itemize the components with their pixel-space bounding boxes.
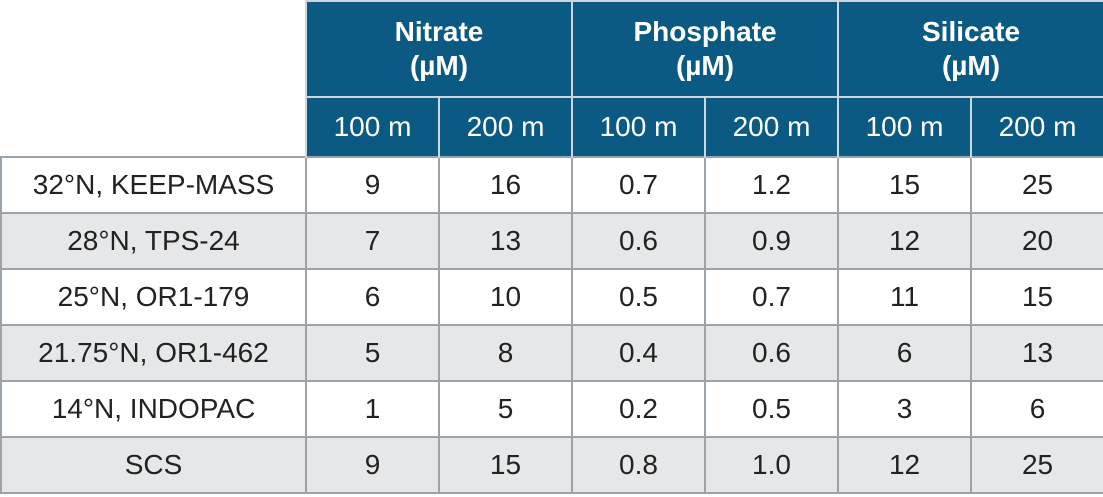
value-cell: 11 bbox=[837, 268, 973, 326]
value-cell: 20 bbox=[970, 212, 1103, 270]
group-name: Phosphate bbox=[633, 16, 777, 47]
group-unit: (µM) bbox=[675, 50, 735, 81]
group-name: Silicate bbox=[922, 16, 1021, 47]
table-row: 14°N, INDOPAC 1 5 0.2 0.5 3 6 bbox=[0, 380, 1103, 438]
value-cell: 5 bbox=[305, 324, 440, 382]
group-unit: (µM) bbox=[409, 50, 469, 81]
group-header-nitrate: Nitrate (µM) bbox=[304, 0, 573, 98]
value-cell: 6 bbox=[970, 380, 1103, 438]
station-cell: 28°N, TPS-24 bbox=[0, 212, 306, 270]
value-cell: 12 bbox=[837, 212, 973, 270]
value-cell: 5 bbox=[437, 380, 574, 438]
value-cell: 0.2 bbox=[571, 380, 707, 438]
station-cell: SCS bbox=[0, 436, 306, 494]
value-cell: 12 bbox=[837, 436, 973, 494]
table-header: Nitrate (µM) Phosphate (µM) Silicate (µM… bbox=[1, 0, 1103, 157]
depth-header: 100 m bbox=[571, 97, 706, 157]
value-cell: 0.7 bbox=[704, 268, 840, 326]
station-cell: 32°N, KEEP-MASS bbox=[0, 156, 306, 214]
value-cell: 0.7 bbox=[571, 156, 707, 214]
table-row: 21.75°N, OR1-462 5 8 0.4 0.6 6 13 bbox=[0, 324, 1103, 382]
value-cell: 6 bbox=[305, 268, 440, 326]
station-cell: 21.75°N, OR1-462 bbox=[0, 324, 306, 382]
value-cell: 15 bbox=[437, 436, 574, 494]
table-body: 32°N, KEEP-MASS 9 16 0.7 1.2 15 25 28°N,… bbox=[0, 156, 1103, 494]
depth-header: 200 m bbox=[704, 97, 839, 157]
table-row: 32°N, KEEP-MASS 9 16 0.7 1.2 15 25 bbox=[0, 156, 1103, 214]
value-cell: 6 bbox=[837, 324, 973, 382]
value-cell: 9 bbox=[305, 156, 440, 214]
station-cell: 25°N, OR1-179 bbox=[0, 268, 306, 326]
value-cell: 13 bbox=[970, 324, 1103, 382]
corner-cell bbox=[1, 1, 306, 157]
depth-header: 200 m bbox=[970, 97, 1103, 157]
value-cell: 8 bbox=[437, 324, 574, 382]
station-cell: 14°N, INDOPAC bbox=[0, 380, 306, 438]
group-unit: (µM) bbox=[941, 50, 1001, 81]
value-cell: 0.6 bbox=[571, 212, 707, 270]
group-header-row: Nitrate (µM) Phosphate (µM) Silicate (µM… bbox=[1, 0, 1103, 157]
value-cell: 13 bbox=[437, 212, 574, 270]
value-cell: 0.8 bbox=[571, 436, 707, 494]
value-cell: 3 bbox=[837, 380, 973, 438]
value-cell: 0.6 bbox=[704, 324, 840, 382]
value-cell: 9 bbox=[305, 436, 440, 494]
value-cell: 0.5 bbox=[571, 268, 707, 326]
group-header-silicate: Silicate (µM) bbox=[837, 0, 1103, 98]
depth-header: 100 m bbox=[305, 97, 439, 157]
value-cell: 1 bbox=[305, 380, 440, 438]
group-name: Nitrate bbox=[394, 16, 484, 47]
value-cell: 16 bbox=[437, 156, 574, 214]
value-cell: 10 bbox=[437, 268, 574, 326]
value-cell: 15 bbox=[970, 268, 1103, 326]
table-row: SCS 9 15 0.8 1.0 12 25 bbox=[0, 436, 1103, 494]
depth-header-row: 100 m 200 m 100 m 200 m 100 m 200 m bbox=[1, 97, 1103, 157]
depth-header: 100 m bbox=[837, 97, 972, 157]
depth-header: 200 m bbox=[437, 97, 573, 157]
table-row: 28°N, TPS-24 7 13 0.6 0.9 12 20 bbox=[0, 212, 1103, 270]
value-cell: 0.4 bbox=[571, 324, 707, 382]
group-header-phosphate: Phosphate (µM) bbox=[571, 0, 839, 98]
value-cell: 25 bbox=[970, 156, 1103, 214]
value-cell: 7 bbox=[305, 212, 440, 270]
value-cell: 1.0 bbox=[704, 436, 840, 494]
value-cell: 25 bbox=[970, 436, 1103, 494]
value-cell: 0.9 bbox=[704, 212, 840, 270]
value-cell: 0.5 bbox=[704, 380, 840, 438]
value-cell: 1.2 bbox=[704, 156, 840, 214]
table-row: 25°N, OR1-179 6 10 0.5 0.7 11 15 bbox=[0, 268, 1103, 326]
value-cell: 15 bbox=[837, 156, 973, 214]
